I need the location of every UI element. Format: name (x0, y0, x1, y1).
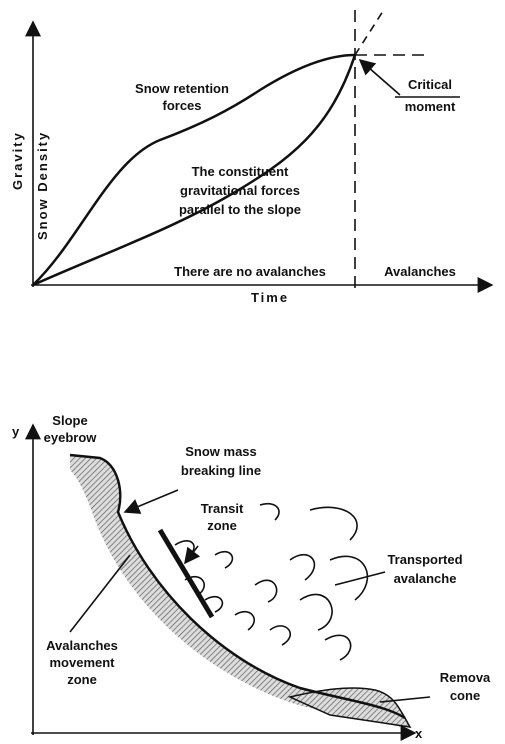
label: Critical (408, 77, 452, 92)
label: Avalanches (384, 264, 456, 279)
label: movement (49, 655, 115, 670)
label: parallel to the slope (179, 202, 301, 217)
label: y (12, 424, 20, 439)
label: There are no avalanches (174, 264, 326, 279)
top-diagram: Gravity Snow Density Time Snow retention… (10, 7, 494, 305)
label: x (415, 726, 423, 741)
label: zone (207, 518, 237, 533)
label: Snow Density (35, 131, 50, 240)
pointer (69, 554, 131, 633)
arrow (358, 58, 401, 96)
label: forces (162, 98, 201, 113)
label: moment (405, 99, 456, 114)
arrow (123, 489, 179, 514)
gravity-curve (32, 54, 357, 287)
bottom-diagram: y x Slope eyebrow Snow mass breaking lin… (12, 413, 491, 741)
label: cone (450, 688, 480, 703)
swirls (174, 502, 369, 661)
label: Remova (440, 670, 491, 685)
label: Slope (52, 413, 87, 428)
label: avalanche (394, 571, 457, 586)
label: Transit (201, 501, 244, 516)
label: gravitational forces (180, 183, 300, 198)
label: zone (67, 672, 97, 687)
label: Snow retention (135, 81, 229, 96)
slope (69, 453, 406, 720)
pointer (334, 571, 386, 586)
label: breaking line (181, 463, 261, 478)
label: Transported (387, 552, 462, 567)
dashed-line (354, 7, 386, 56)
label: eyebrow (44, 430, 98, 445)
label: Avalanches (46, 638, 118, 653)
label: Gravity (10, 131, 25, 190)
label: The constituent (192, 164, 289, 179)
label: Time (251, 290, 289, 305)
retention-curve (32, 53, 356, 286)
arrow (184, 545, 201, 565)
transit-line (157, 528, 215, 619)
label: Snow mass (185, 444, 257, 459)
slope-hatch (70, 455, 405, 727)
pointer (379, 696, 431, 703)
